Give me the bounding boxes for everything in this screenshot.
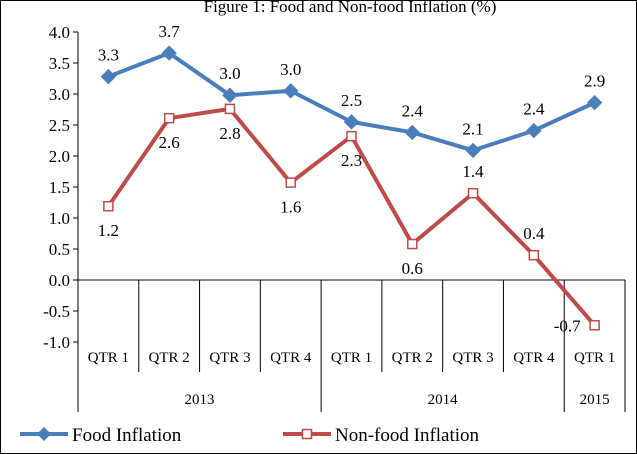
- legend-label: Non-food Inflation: [335, 425, 480, 446]
- data-point-marker: [103, 200, 114, 212]
- data-point-marker: [161, 45, 177, 61]
- data-point-marker: [526, 122, 542, 139]
- data-label: 3.0: [219, 64, 240, 83]
- data-label: 1.6: [280, 198, 301, 217]
- data-point-marker: [407, 238, 418, 250]
- x-category-label: QTR 3: [209, 350, 250, 366]
- legend-marker: [37, 427, 51, 441]
- data-label: 0.6: [402, 259, 423, 278]
- data-label: 2.5: [341, 91, 362, 110]
- data-label: 2.6: [159, 133, 180, 152]
- y-tick-label: 2.0: [49, 147, 70, 166]
- data-label: 0.4: [523, 224, 545, 243]
- data-point-marker: [528, 249, 540, 261]
- x-year-label: 2015: [580, 392, 610, 408]
- data-label: 2.9: [584, 72, 605, 91]
- data-label: 2.3: [341, 151, 362, 170]
- data-point-marker: [163, 112, 175, 124]
- y-tick-label: 0.0: [49, 271, 70, 290]
- data-point-marker: [224, 103, 236, 115]
- data-point-marker: [222, 87, 238, 103]
- data-label: 3.0: [280, 60, 301, 79]
- data-point-marker: [283, 83, 299, 99]
- y-tick-label: 3.5: [49, 54, 70, 73]
- y-tick-label: 1.0: [49, 209, 70, 228]
- y-tick-label: -0.5: [43, 302, 70, 321]
- data-point-marker: [586, 94, 603, 111]
- data-label: 1.4: [462, 162, 484, 181]
- x-category-label: QTR 1: [331, 350, 372, 366]
- x-category-label: QTR 3: [452, 350, 493, 366]
- y-tick-label: 1.5: [49, 178, 70, 197]
- data-point-marker: [100, 68, 117, 85]
- data-label: 2.4: [523, 100, 545, 119]
- y-tick-label: 3.0: [49, 85, 70, 104]
- chart-legend: Food Inflation Non-food Inflation: [20, 425, 480, 446]
- data-label: 2.4: [402, 101, 424, 120]
- y-tick-label: -1.0: [43, 333, 70, 352]
- data-point-marker: [589, 320, 600, 331]
- x-category-label: QTR 1: [574, 350, 615, 366]
- data-label: 2.1: [462, 119, 483, 138]
- y-tick-label: 0.5: [49, 240, 70, 259]
- x-year-label: 2014: [428, 392, 459, 408]
- data-point-marker: [404, 124, 420, 141]
- axes: 4.0 3.5 3.0 2.5 2.0 1.5 1.0 0.5 0.0 -0.5 -1.0 QTR 1…: [43, 23, 626, 412]
- x-category-label: QTR 4: [270, 350, 312, 366]
- x-year-label: 2013: [185, 392, 215, 408]
- data-point-marker: [346, 130, 357, 142]
- y-tick-label: 2.5: [49, 116, 70, 135]
- data-label: 1.2: [98, 221, 119, 240]
- series-layer: 3.3 3.7 3.0 3.0 2.5 2.4 2.1 2.4 2.9 1.2 2.6 2.8 1.6 2…: [98, 22, 605, 335]
- x-category-label: QTR 4: [513, 350, 555, 366]
- data-point-marker: [465, 142, 481, 159]
- legend-label: Food Inflation: [72, 425, 182, 446]
- data-label: 3.3: [98, 46, 119, 65]
- x-category-label: QTR 2: [149, 350, 190, 366]
- data-label: 3.7: [159, 22, 181, 41]
- x-category-label: QTR 1: [88, 350, 129, 366]
- data-point-marker: [343, 114, 360, 130]
- chart-title: Figure 1: Food and Non-food Inflation (%…: [204, 0, 497, 16]
- y-tick-label: 4.0: [49, 23, 70, 42]
- data-label: 2.8: [219, 124, 240, 143]
- data-label: -0.7: [554, 316, 581, 335]
- legend-marker: [301, 428, 313, 440]
- x-category-label: QTR 2: [392, 350, 433, 366]
- data-point-marker: [467, 187, 479, 199]
- data-point-marker: [285, 177, 296, 188]
